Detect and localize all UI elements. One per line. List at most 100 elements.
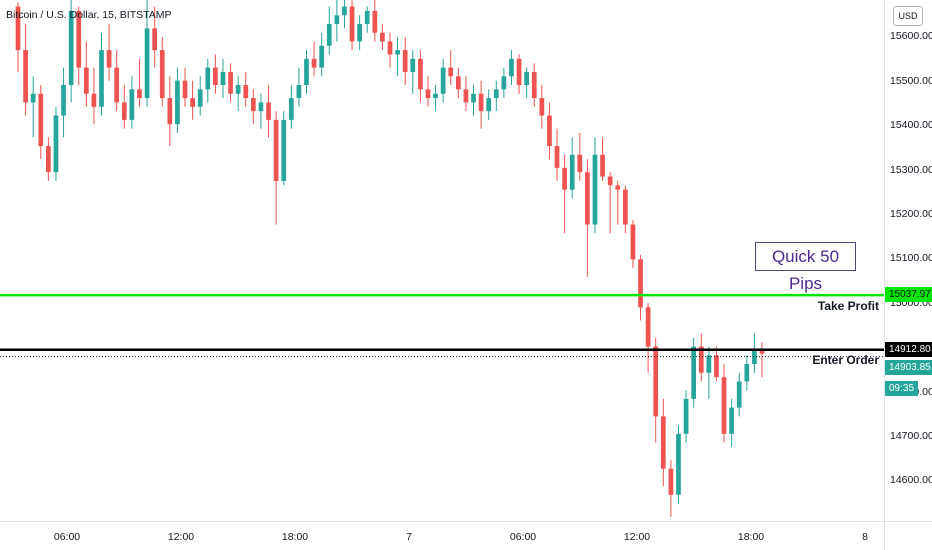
candle-body[interactable] [752, 350, 757, 365]
candle-body[interactable] [562, 167, 567, 190]
candle-body[interactable] [266, 102, 271, 120]
candle-body[interactable] [99, 50, 104, 107]
candle-body[interactable] [342, 6, 347, 16]
candle-body[interactable] [121, 102, 127, 120]
candle-body[interactable] [744, 364, 750, 382]
candle-body[interactable] [645, 307, 651, 347]
price-axis[interactable]: 15600.00 15500.00 15400.00 15300.00 1520… [890, 30, 932, 486]
candle-body[interactable] [334, 15, 340, 24]
candle-body[interactable] [721, 377, 727, 434]
candle-body[interactable] [311, 58, 317, 68]
candle-body[interactable] [638, 259, 643, 308]
candle-body[interactable] [357, 23, 362, 42]
candle-body[interactable] [448, 67, 454, 77]
candle-body[interactable] [486, 98, 492, 112]
candle-body[interactable] [326, 23, 332, 46]
candle-body[interactable] [729, 407, 734, 434]
candle-body[interactable] [144, 28, 150, 99]
candle-body[interactable] [258, 102, 264, 112]
candle-body[interactable] [714, 355, 719, 378]
candle-body[interactable] [83, 67, 89, 94]
candle-body[interactable] [433, 93, 438, 99]
candle-body[interactable] [61, 85, 66, 116]
candle-body[interactable] [600, 154, 605, 177]
currency-button[interactable]: USD [893, 6, 923, 26]
candle-body[interactable] [622, 189, 628, 225]
candle-body[interactable] [402, 50, 408, 72]
candle-body[interactable] [410, 58, 416, 72]
candle-body[interactable] [455, 76, 461, 90]
candle-body[interactable] [30, 93, 36, 103]
candle-body[interactable] [372, 10, 378, 33]
candle-body[interactable] [220, 71, 226, 86]
candle-body[interactable] [539, 98, 545, 116]
candle-body[interactable] [364, 10, 370, 24]
candle-body[interactable] [243, 85, 249, 99]
quick-pips-note[interactable]: Quick 50 Pips [755, 242, 856, 293]
candle-body[interactable] [304, 58, 309, 86]
candle-body[interactable] [15, 6, 21, 51]
candle-body[interactable] [706, 355, 712, 373]
candle-body[interactable] [159, 50, 165, 99]
candle-body[interactable] [228, 71, 233, 94]
candle-body[interactable] [175, 80, 180, 125]
candle-body[interactable] [273, 119, 279, 181]
candle-body[interactable] [653, 346, 659, 417]
candle-body[interactable] [478, 93, 484, 112]
candle-body[interactable] [53, 115, 59, 173]
candle-body[interactable] [463, 89, 469, 103]
candle-body[interactable] [683, 398, 689, 434]
candle-body[interactable] [76, 10, 82, 68]
candle-body[interactable] [167, 98, 173, 125]
candle-body[interactable] [38, 93, 44, 147]
candle-body[interactable] [509, 58, 514, 77]
candle-body[interactable] [319, 45, 325, 68]
candle-body[interactable] [501, 76, 507, 90]
candle-body[interactable] [137, 89, 142, 99]
candle-body[interactable] [736, 381, 742, 408]
candle-body[interactable] [114, 67, 120, 103]
candle-body[interactable] [676, 433, 681, 495]
candle-body[interactable] [182, 80, 188, 99]
candle-body[interactable] [250, 98, 256, 112]
candle-body[interactable] [197, 89, 203, 107]
candle-body[interactable] [235, 85, 241, 94]
candle-body[interactable] [296, 85, 302, 99]
candle-body[interactable] [554, 146, 560, 168]
candle-body[interactable] [493, 89, 499, 99]
candle-body[interactable] [668, 468, 674, 495]
candle-body[interactable] [471, 93, 476, 103]
candle-body[interactable] [759, 350, 765, 354]
candle-body[interactable] [425, 89, 431, 99]
candle-body[interactable] [691, 346, 697, 399]
candle-body[interactable] [516, 58, 522, 86]
time-axis[interactable]: 06:00 12:00 18:00 7 06:00 12:00 18:00 8 [54, 531, 868, 543]
candle-body[interactable] [106, 50, 112, 68]
candle-body[interactable] [660, 416, 666, 469]
candle-body[interactable] [205, 67, 211, 90]
candle-body[interactable] [418, 58, 423, 90]
candle-body[interactable] [630, 224, 636, 260]
candle-body[interactable] [288, 98, 294, 120]
candle-body[interactable] [395, 50, 400, 55]
candle-body[interactable] [281, 119, 287, 181]
candle-body[interactable] [615, 185, 621, 190]
candle-body[interactable] [592, 154, 598, 225]
candle-body[interactable] [152, 28, 158, 51]
candle-body[interactable] [524, 71, 530, 86]
candle-body[interactable] [577, 154, 583, 173]
candle-body[interactable] [585, 172, 590, 225]
candle-body[interactable] [607, 176, 613, 186]
candle-body[interactable] [387, 41, 393, 55]
candle-body[interactable] [68, 10, 74, 86]
candle-body[interactable] [349, 6, 355, 42]
candle-body[interactable] [440, 67, 446, 94]
candle-body[interactable] [23, 50, 28, 103]
candle-body[interactable] [380, 32, 385, 42]
candle-body[interactable] [91, 93, 97, 107]
candle-body[interactable] [698, 346, 704, 373]
candle-body[interactable] [213, 67, 218, 86]
candle-body[interactable] [531, 71, 537, 99]
candle-body[interactable] [190, 98, 195, 107]
candle-body[interactable] [129, 89, 135, 120]
